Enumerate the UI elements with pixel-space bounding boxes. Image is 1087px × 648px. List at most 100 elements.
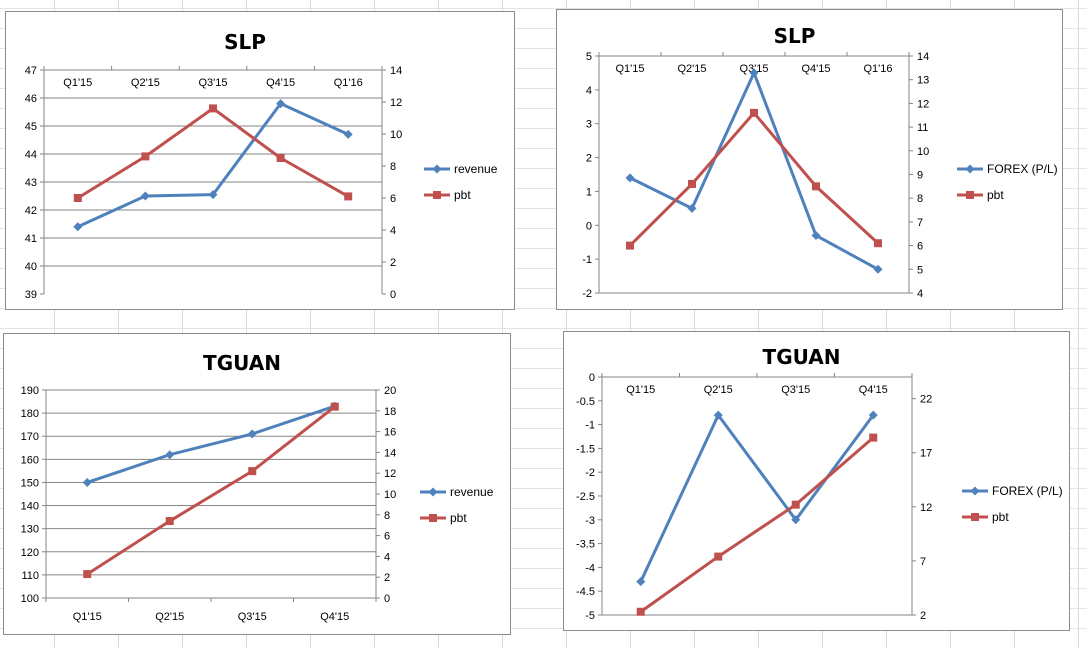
x-tick-label: Q3'15: [238, 611, 267, 623]
data-point: [248, 467, 257, 476]
data-point: [636, 577, 646, 587]
chart-slp-revenue-pbt[interactable]: SLP 39 40 41 42 43 44 45 46 47 0 2 4 6 8 10 12 14 Q1'15 Q2'…: [5, 11, 515, 310]
y-right-tick-label: 14: [384, 447, 396, 459]
x-tick-label: Q2'15: [155, 611, 184, 623]
x-tick-label: Q2'15: [704, 384, 733, 396]
x-tick-label: Q3'15: [198, 77, 227, 89]
x-tick-label: Q1'15: [73, 611, 102, 623]
chart-title: SLP: [774, 24, 816, 48]
data-point: [82, 477, 92, 487]
y-left-tick-label: 42: [25, 205, 37, 217]
y-left-tick-label: 0: [586, 220, 592, 232]
y-right-tick-label: 5: [917, 264, 923, 276]
x-tick-label: Q1'15: [615, 63, 644, 75]
y-left-tick-label: 140: [21, 501, 39, 513]
legend-marker: [966, 191, 974, 199]
series-line-0: [629, 71, 879, 271]
legend-label: FOREX (P/L): [992, 484, 1063, 498]
y-left-tick-label: 3: [586, 119, 592, 131]
y-right-tick-label: 4: [384, 551, 390, 563]
data-point: [687, 203, 697, 213]
legend-label: revenue: [454, 162, 498, 176]
y-left-tick-label: -4.5: [576, 586, 595, 598]
x-tick-label: Q1'15: [626, 384, 655, 396]
x-tick-label: Q1'15: [63, 77, 92, 89]
legend-label: pbt: [992, 510, 1009, 524]
data-point: [873, 264, 883, 274]
y-right-tick-label: 8: [384, 510, 390, 522]
x-tick-label: Q3'15: [781, 384, 810, 396]
y-left-tick-label: 0: [589, 372, 595, 384]
series-line-1: [77, 106, 349, 200]
y-left-tick-label: 46: [25, 93, 37, 105]
y-left-tick-label: 47: [25, 65, 37, 77]
data-point: [344, 192, 353, 201]
series-line-0: [639, 413, 875, 583]
chart-slp-forex-pbt[interactable]: SLP -2 -1 0 1 2 3 4 5 4 5 6 7 8 9 10 11 12 13 14 Q1'15 Q2'15 Q…: [556, 9, 1063, 310]
y-right-tick-label: 10: [917, 146, 929, 158]
y-left-tick-label: 40: [25, 261, 37, 273]
data-point: [688, 179, 696, 188]
x-tick-label: Q4'15: [266, 77, 295, 89]
y-left-tick-label: 39: [25, 289, 37, 301]
data-point: [247, 429, 257, 439]
y-right-tick-label: 12: [920, 502, 932, 514]
data-point: [141, 152, 150, 161]
y-left-tick-label: -2.5: [576, 491, 595, 503]
y-left-tick-label: 5: [586, 51, 592, 63]
y-right-tick-label: 8: [917, 193, 923, 205]
x-tick-label: Q4'15: [859, 384, 888, 396]
legend-label: revenue: [450, 485, 494, 499]
data-point: [209, 104, 217, 113]
y-right-tick-label: 12: [384, 468, 396, 480]
x-tick-label: Q1'16: [863, 63, 892, 75]
y-left-tick-label: 180: [21, 408, 39, 420]
y-left-tick-label: 150: [21, 477, 39, 489]
y-left-tick-label: -1.5: [576, 443, 595, 455]
x-tick-label: Q2'15: [131, 77, 160, 89]
series-line-1: [86, 405, 336, 576]
y-left-tick-label: -1: [582, 254, 592, 266]
y-right-tick-label: 2: [384, 572, 390, 584]
data-point: [713, 410, 723, 420]
y-left-tick-label: 160: [21, 454, 39, 466]
chart-tguan-forex-pbt[interactable]: TGUAN -5 -4.5 -4 -3.5 -3 -2.5 -2 -1.5 -1 -0.5 0 2 7 12…: [563, 331, 1070, 631]
y-right-tick-label: 14: [390, 65, 402, 77]
y-right-tick-label: 7: [920, 556, 926, 568]
data-point: [812, 182, 820, 191]
legend-label: pbt: [450, 511, 467, 525]
y-right-tick-label: 6: [384, 531, 390, 543]
chart-tguan-revenue-pbt[interactable]: TGUAN 100 110 120 130 140 150 160 170 180 190 0 2 4 6 8…: [3, 333, 511, 635]
data-point: [714, 552, 723, 561]
data-point: [869, 433, 878, 442]
y-left-tick-label: -0.5: [576, 396, 595, 408]
y-right-tick-label: 6: [917, 241, 923, 253]
data-point: [165, 517, 174, 526]
data-point: [791, 500, 800, 509]
data-point: [750, 108, 758, 117]
data-point: [626, 241, 634, 250]
chart-title: TGUAN: [763, 345, 841, 369]
legend-marker: [970, 486, 980, 496]
y-left-tick-label: 1: [586, 186, 592, 198]
y-left-tick-label: -1: [585, 420, 595, 432]
y-right-tick-label: 12: [917, 98, 929, 110]
y-left-tick-label: -3: [585, 515, 595, 527]
x-tick-label: Q1'16: [334, 77, 363, 89]
series-line-1: [639, 436, 875, 613]
y-right-tick-label: 2: [920, 610, 926, 622]
y-left-tick-label: 45: [25, 121, 37, 133]
y-left-tick-label: 41: [25, 233, 37, 245]
y-left-tick-label: -4: [585, 562, 595, 574]
legend-marker: [965, 164, 975, 174]
data-point: [868, 410, 878, 420]
data-point: [749, 68, 759, 78]
y-right-tick-label: 6: [390, 193, 396, 205]
y-right-tick-label: 7: [917, 217, 923, 229]
y-right-tick-label: 18: [384, 406, 396, 418]
y-left-tick-label: 4: [586, 85, 592, 97]
series-line-0: [77, 102, 349, 229]
chart-svg: TGUAN -5 -4.5 -4 -3.5 -3 -2.5 -2 -1.5 -1 -0.5 0 2 7 12…: [576, 345, 1063, 622]
y-left-tick-label: 44: [25, 149, 37, 161]
